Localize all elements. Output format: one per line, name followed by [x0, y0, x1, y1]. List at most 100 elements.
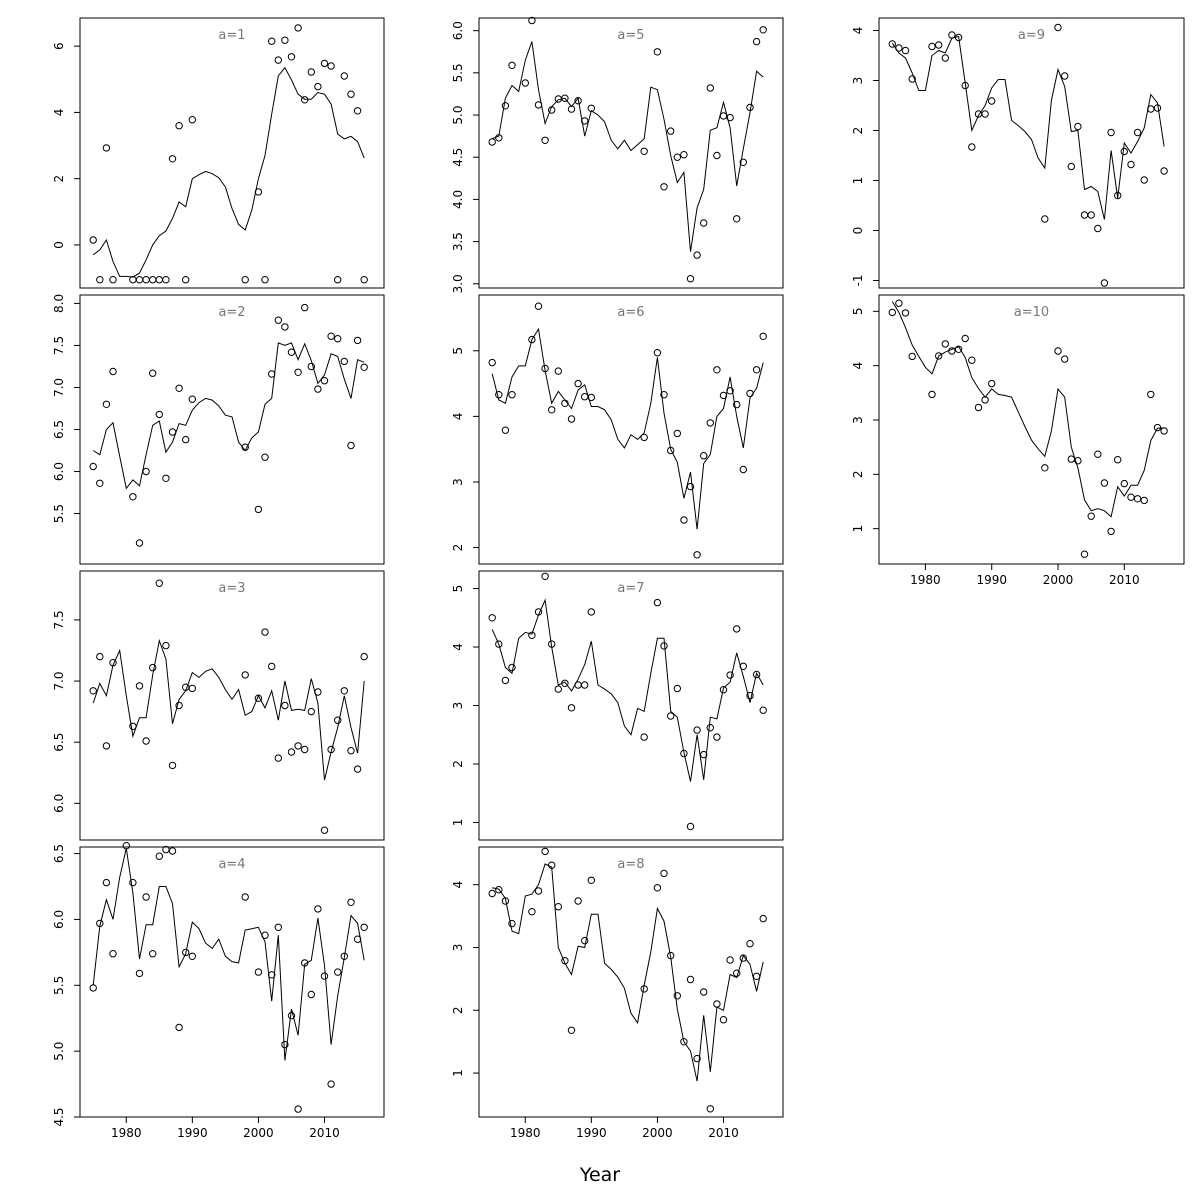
data-point	[268, 37, 276, 45]
data-point	[340, 952, 348, 960]
data-point	[981, 110, 989, 118]
data-point	[294, 368, 302, 376]
data-point	[254, 968, 263, 976]
data-point	[301, 745, 309, 754]
data-point	[667, 446, 675, 455]
data-point	[294, 742, 302, 750]
x-axis-label: Year	[579, 1164, 620, 1186]
data-point	[142, 467, 150, 476]
data-point	[1133, 495, 1142, 503]
data-point	[733, 215, 741, 223]
data-point	[162, 474, 170, 482]
data-point	[241, 443, 249, 451]
data-point	[660, 391, 668, 399]
data-point	[508, 61, 516, 70]
y-tick-label: 3	[451, 478, 465, 486]
x-tick-label: 1980	[111, 1126, 142, 1140]
data-point	[274, 316, 282, 324]
data-point	[155, 852, 164, 860]
y-tick-label: 4.5	[451, 148, 465, 167]
data-point	[888, 40, 896, 48]
panel-frame	[878, 17, 1185, 289]
series-line	[492, 41, 764, 252]
data-point	[928, 390, 936, 399]
x-tick-label: 1990	[976, 573, 1007, 587]
data-point	[528, 631, 536, 639]
y-tick-label: 4	[851, 362, 865, 370]
y-tick-label: 5	[451, 585, 465, 593]
data-point	[1100, 479, 1109, 487]
data-point	[719, 112, 728, 120]
data-point	[667, 127, 675, 135]
data-point	[334, 716, 342, 724]
data-point	[182, 435, 190, 444]
data-point	[1114, 456, 1122, 464]
data-point	[541, 364, 549, 373]
data-point	[301, 959, 309, 967]
data-point	[274, 754, 282, 762]
y-tick-label: 7.0	[52, 378, 66, 397]
data-point	[109, 950, 117, 958]
data-point	[162, 276, 170, 284]
data-point	[534, 887, 543, 895]
data-point	[680, 151, 688, 159]
data-point	[268, 662, 276, 671]
data-point	[340, 357, 348, 366]
data-point	[1080, 550, 1089, 558]
data-point	[327, 62, 335, 70]
y-tick-label: 6.0	[451, 21, 465, 40]
data-point	[102, 144, 111, 152]
data-point	[587, 393, 595, 402]
data-point	[640, 433, 648, 442]
panel-10: a=10 1 2 3 4 5 1980 1990 2000 2010	[851, 294, 1185, 587]
data-point	[501, 102, 510, 110]
data-point	[360, 276, 368, 284]
data-point	[314, 905, 322, 913]
data-point	[706, 84, 714, 92]
data-point	[89, 462, 97, 471]
data-point	[135, 682, 144, 690]
data-point	[1147, 390, 1155, 399]
x-tick-label: 2010	[1109, 573, 1140, 587]
data-point	[673, 153, 681, 161]
data-point	[941, 340, 949, 348]
panel-3: a=3 6.0 6.5 7.0 7.5	[52, 570, 385, 841]
panel-title: a=5	[617, 28, 644, 43]
data-point	[347, 441, 355, 450]
y-tick-label: 5.5	[451, 63, 465, 82]
data-point	[561, 957, 569, 965]
data-point	[935, 352, 943, 360]
y-tick-label: 2	[52, 175, 66, 183]
data-point	[686, 975, 695, 984]
data-point	[168, 428, 177, 436]
data-point	[1100, 279, 1109, 287]
y-tick-label: 0	[851, 227, 865, 235]
data-point	[587, 608, 595, 616]
panel-frame	[79, 570, 385, 841]
data-point	[501, 426, 510, 434]
data-point	[901, 309, 910, 317]
data-point	[175, 701, 183, 710]
data-point	[653, 349, 662, 357]
y-tick-label: 2	[851, 471, 865, 479]
data-point	[581, 393, 589, 401]
y-tick-label: 2	[451, 760, 465, 768]
x-tick-label: 1980	[910, 573, 941, 587]
series-line	[92, 848, 365, 1061]
data-point	[733, 969, 741, 977]
data-point	[307, 990, 315, 999]
data-point	[360, 652, 368, 661]
data-point	[574, 681, 582, 689]
data-point	[334, 968, 342, 976]
data-point	[693, 251, 701, 259]
panels: a=10246a=25.56.06.57.07.58.0a=36.06.57.0…	[52, 16, 1185, 1140]
y-tick-label: 4.5	[52, 1107, 66, 1126]
data-point	[700, 452, 708, 460]
panel-frame	[79, 846, 385, 1118]
data-point	[739, 465, 747, 474]
data-point	[347, 898, 355, 906]
data-point	[746, 103, 754, 112]
data-point	[287, 348, 296, 356]
data-point	[320, 826, 329, 834]
data-point	[320, 59, 329, 68]
